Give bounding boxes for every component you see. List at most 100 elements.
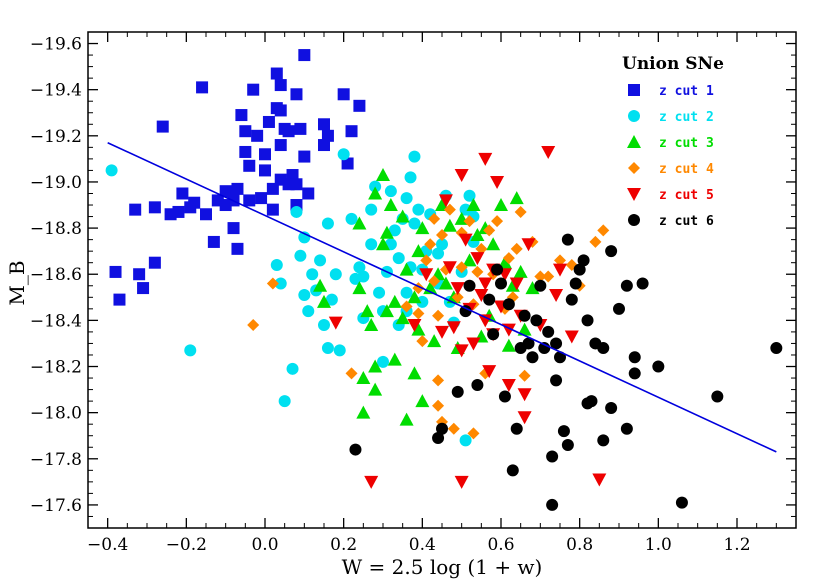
point-z-cut-1-29 [251, 129, 264, 142]
point-z-cut-4-23 [471, 265, 484, 278]
point-z-cut-5-30 [521, 238, 536, 252]
point-z-cut-3-15 [387, 294, 402, 308]
point-z-cut-1-13 [196, 81, 209, 94]
point-z-cut-6-28 [565, 293, 578, 306]
point-z-cut-5-10 [454, 344, 469, 358]
legend-label-z-cut-1: z cut 1 [659, 84, 714, 99]
point-z-cut-4-11 [432, 374, 445, 387]
point-z-cut-6-30 [573, 263, 586, 276]
point-z-cut-3-36 [462, 253, 477, 267]
point-z-cut-6-21 [546, 498, 559, 511]
legend-label-z-cut-3: z cut 3 [659, 136, 714, 151]
point-z-cut-3-45 [501, 338, 516, 352]
point-z-cut-3-6 [356, 371, 371, 385]
point-z-cut-5-32 [549, 288, 564, 302]
point-z-cut-6-24 [554, 351, 566, 364]
point-z-cut-3-20 [399, 412, 414, 426]
point-z-cut-2-2 [270, 259, 283, 272]
point-z-cut-1-57 [282, 178, 295, 191]
y-tick-label: −18.0 [30, 404, 82, 424]
point-z-cut-1-6 [148, 201, 161, 214]
point-z-cut-4-12 [432, 309, 445, 322]
y-tick-label: −18.4 [30, 311, 82, 331]
point-z-cut-2-44 [412, 203, 425, 216]
y-tick-label: −17.6 [30, 496, 82, 516]
point-z-cut-2-30 [377, 355, 389, 368]
point-z-cut-4-38 [554, 254, 566, 267]
point-z-cut-6-32 [581, 314, 594, 327]
point-z-cut-5-1 [364, 475, 379, 489]
point-z-cut-4-41 [589, 235, 602, 248]
point-z-cut-2-49 [432, 247, 445, 260]
point-z-cut-1-55 [345, 125, 358, 138]
point-z-cut-6-48 [770, 342, 783, 355]
point-z-cut-6-12 [510, 422, 523, 435]
legend-marker-z-cut-4 [628, 162, 640, 174]
point-z-cut-2-18 [329, 268, 342, 281]
point-z-cut-4-24 [475, 242, 488, 255]
point-z-cut-2-60 [459, 434, 472, 447]
point-z-cut-5-18 [478, 314, 493, 328]
y-tick-label: −18.8 [30, 219, 82, 239]
legend-label-z-cut-4: z cut 4 [659, 162, 714, 177]
point-z-cut-1-51 [318, 118, 330, 131]
x-tick-label: 1.0 [645, 535, 672, 555]
point-z-cut-4-32 [510, 242, 523, 255]
point-z-cut-6-31 [577, 254, 590, 267]
point-z-cut-3-23 [411, 322, 426, 336]
point-z-cut-6-26 [561, 233, 574, 246]
point-z-cut-4-42 [597, 224, 610, 237]
point-z-cut-6-37 [597, 434, 610, 447]
point-z-cut-5-15 [470, 252, 485, 266]
point-z-cut-1-12 [188, 196, 201, 209]
point-z-cut-3-16 [387, 352, 402, 366]
point-z-cut-4-30 [502, 252, 515, 265]
point-z-cut-3-51 [376, 237, 390, 251]
point-z-cut-6-46 [675, 496, 688, 509]
point-z-cut-6-15 [522, 337, 535, 350]
point-z-cut-5-4 [435, 325, 449, 339]
point-z-cut-1-3 [133, 268, 146, 281]
point-z-cut-2-15 [321, 342, 334, 355]
y-tick-label: −19.4 [30, 81, 82, 101]
point-z-cut-2-9 [298, 288, 311, 301]
point-z-cut-6-42 [628, 351, 641, 364]
point-z-cut-2-34 [388, 224, 401, 237]
point-z-cut-2-40 [404, 171, 417, 184]
legend-marker-z-cut-3 [627, 135, 641, 148]
point-z-cut-5-33 [553, 263, 567, 277]
legend-label-z-cut-6: z cut 6 [659, 214, 714, 229]
point-z-cut-2-3 [274, 277, 287, 290]
point-z-cut-2-38 [400, 192, 413, 205]
point-z-cut-6-51 [506, 464, 519, 477]
point-z-cut-1-5 [148, 256, 161, 269]
point-z-cut-4-43 [467, 427, 480, 440]
point-z-cut-6-41 [620, 279, 633, 292]
point-z-cut-3-24 [411, 244, 426, 258]
x-tick-label: 0.8 [566, 535, 593, 555]
legend-label-z-cut-5: z cut 5 [659, 188, 714, 203]
fit-line-layer [107, 142, 777, 453]
point-z-cut-5-34 [564, 330, 579, 344]
point-z-cut-2-25 [357, 270, 370, 283]
point-z-cut-1-24 [239, 125, 252, 138]
point-z-cut-2-4 [278, 395, 291, 408]
point-z-cut-3-8 [368, 382, 383, 396]
point-z-cut-2-21 [345, 212, 358, 225]
point-z-cut-1-32 [259, 164, 271, 177]
point-z-cut-6-8 [487, 328, 500, 341]
point-z-cut-1-4 [137, 282, 150, 295]
point-z-cut-6-16 [526, 351, 539, 364]
point-z-cut-1-9 [172, 205, 185, 218]
point-z-cut-3-10 [368, 186, 383, 200]
point-z-cut-4-10 [428, 212, 441, 225]
point-z-cut-1-35 [270, 67, 283, 80]
point-z-cut-2-10 [302, 305, 315, 318]
point-z-cut-3-21 [407, 290, 422, 304]
point-z-cut-3-17 [395, 209, 410, 223]
point-z-cut-3-37 [466, 198, 481, 212]
point-z-cut-5-3 [419, 268, 434, 282]
x-tick-label: 1.2 [723, 535, 750, 555]
point-z-cut-6-22 [550, 374, 563, 387]
point-z-cut-2-43 [408, 217, 421, 230]
